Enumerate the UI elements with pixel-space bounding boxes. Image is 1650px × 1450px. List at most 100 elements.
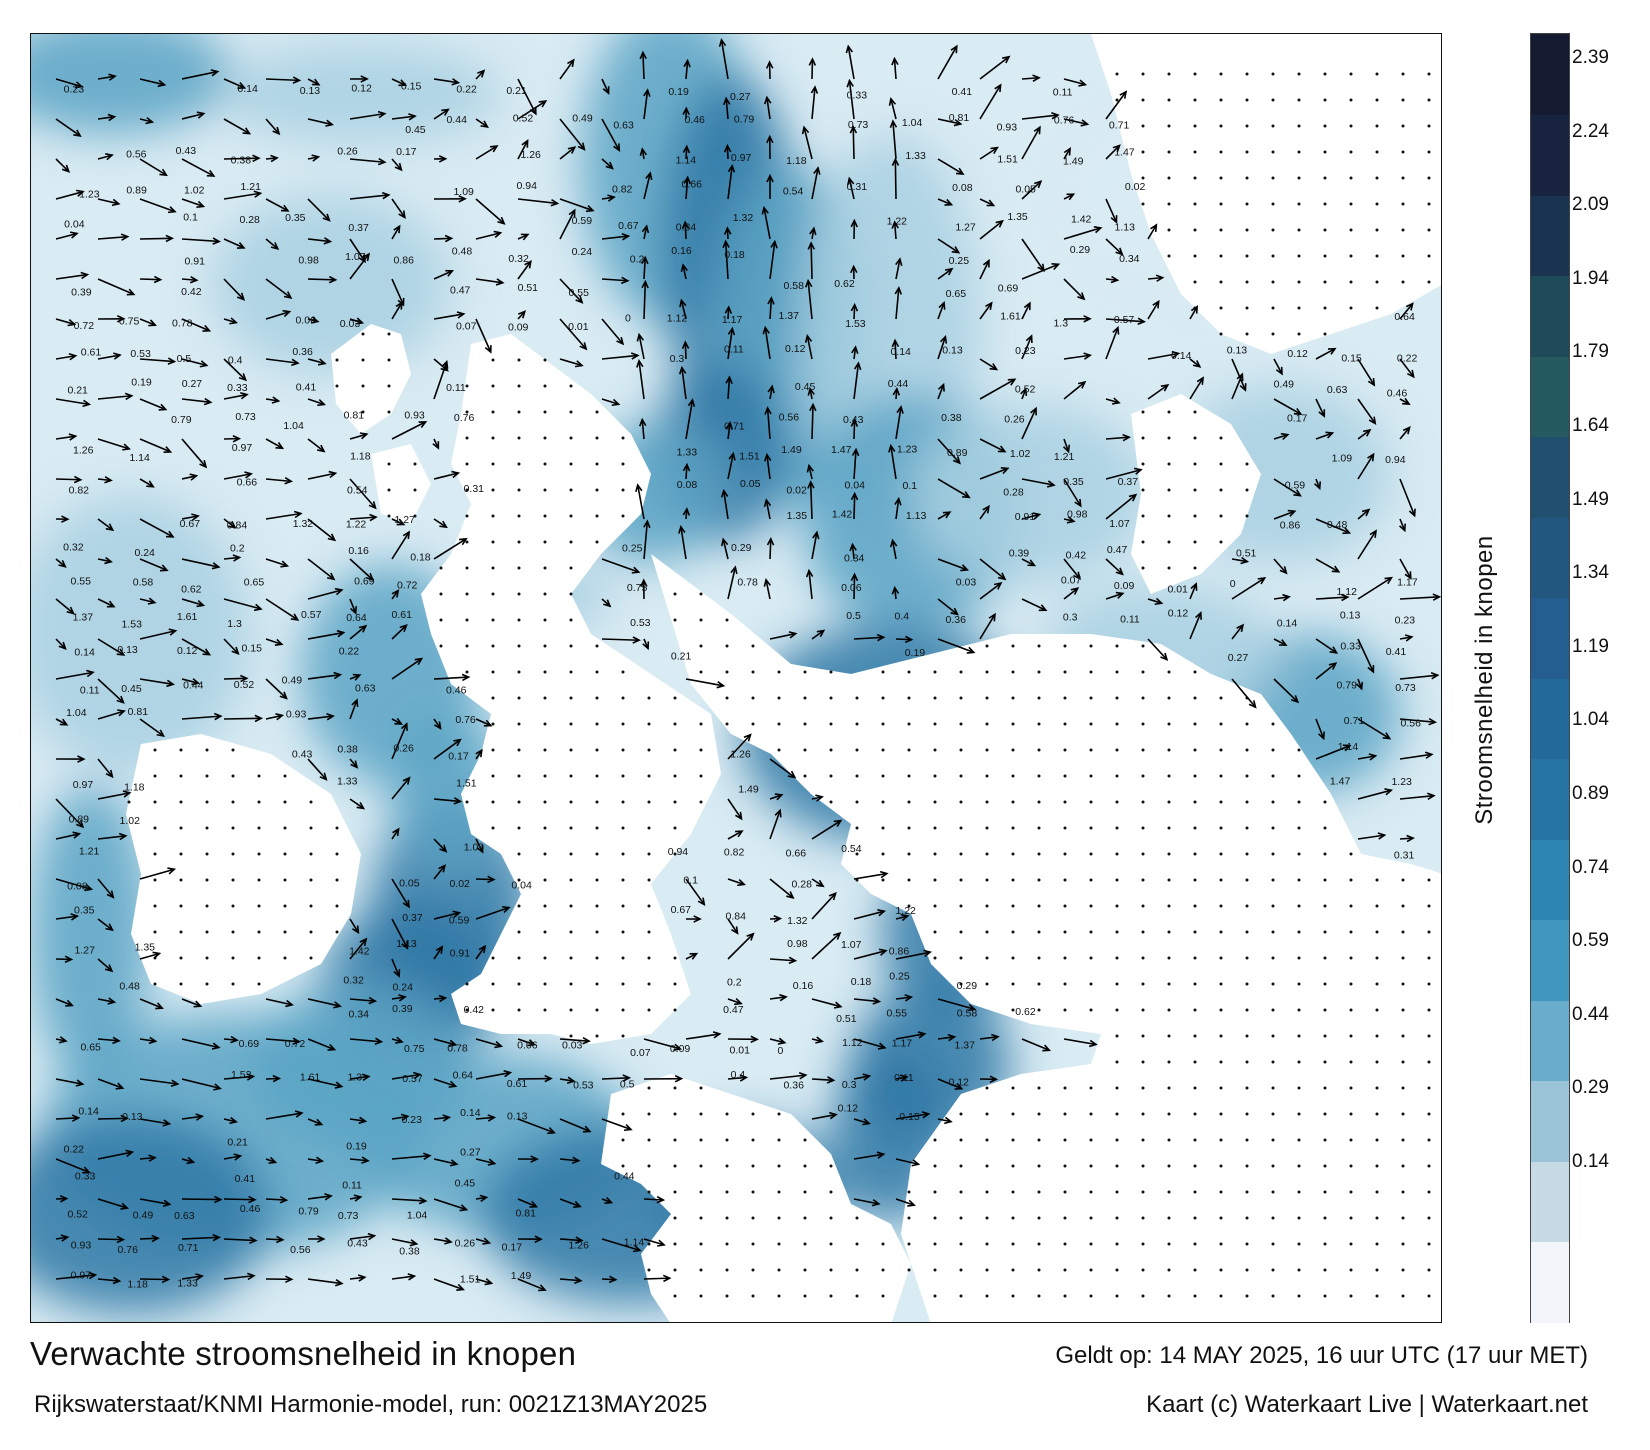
grid-dot bbox=[725, 722, 729, 726]
current-arrow-head bbox=[697, 897, 706, 907]
current-arrow bbox=[55, 1236, 68, 1240]
current-arrow-head bbox=[317, 1235, 326, 1243]
current-arrow-head bbox=[1007, 378, 1017, 386]
grid-dot bbox=[179, 748, 183, 752]
current-arrow bbox=[97, 638, 125, 656]
current-arrow-head bbox=[879, 870, 889, 879]
current-arrow-head bbox=[804, 278, 813, 288]
current-arrow-head bbox=[878, 948, 888, 956]
current-arrow bbox=[643, 172, 652, 200]
current-arrow-head bbox=[400, 1113, 410, 1122]
current-arrow-head bbox=[845, 44, 854, 54]
speed-label: 1.35 bbox=[787, 510, 808, 522]
grid-dot bbox=[491, 670, 495, 674]
current-arrow-head bbox=[118, 832, 128, 841]
current-arrow bbox=[685, 464, 688, 480]
current-arrow-head bbox=[871, 1199, 881, 1207]
grid-dot bbox=[517, 696, 521, 700]
speed-label: 0.14 bbox=[1171, 350, 1192, 362]
grid-dot bbox=[1349, 878, 1353, 882]
grid-dot bbox=[1141, 1190, 1145, 1194]
current-arrow-head bbox=[1027, 559, 1037, 567]
current-arrow bbox=[475, 198, 505, 225]
grid-dot bbox=[1245, 98, 1249, 102]
current-arrow bbox=[1105, 198, 1118, 223]
speed-label: 0.07 bbox=[630, 1047, 651, 1059]
grid-dot bbox=[205, 878, 209, 882]
grid-dot bbox=[465, 644, 469, 648]
speed-label: 0.97 bbox=[232, 442, 253, 454]
grid-dot bbox=[1349, 1138, 1353, 1142]
grid-dot bbox=[1323, 1164, 1327, 1168]
speed-label: 0.09 bbox=[508, 321, 529, 333]
speed-label: 0.08 bbox=[67, 881, 88, 893]
current-arrow-head bbox=[1020, 387, 1028, 397]
current-arrow bbox=[685, 878, 705, 906]
current-arrow-head bbox=[120, 233, 130, 241]
grid-dot bbox=[1115, 826, 1119, 830]
current-arrow bbox=[265, 118, 280, 135]
current-arrow-head bbox=[242, 127, 252, 135]
current-arrow bbox=[895, 287, 900, 320]
grid-dot bbox=[1349, 1294, 1353, 1298]
grid-dot bbox=[1219, 800, 1223, 804]
speed-label: 0.2 bbox=[230, 542, 245, 554]
current-arrow bbox=[937, 198, 952, 206]
current-arrow-head bbox=[682, 144, 691, 154]
grid-dot bbox=[881, 1294, 885, 1298]
grid-dot bbox=[1271, 124, 1275, 128]
grid-dot bbox=[1297, 748, 1301, 752]
current-arrow bbox=[685, 146, 688, 160]
current-arrow-head bbox=[68, 353, 78, 361]
current-arrow-head bbox=[575, 1236, 584, 1244]
grid-dot bbox=[1089, 1112, 1093, 1116]
grid-dot bbox=[1349, 852, 1353, 856]
current-arrow bbox=[97, 354, 121, 360]
grid-dot bbox=[985, 1268, 989, 1272]
grid-dot bbox=[491, 488, 495, 492]
speed-label: 0.03 bbox=[562, 1039, 583, 1051]
current-arrow-head bbox=[168, 628, 178, 636]
current-arrow bbox=[811, 404, 814, 440]
current-arrow bbox=[853, 949, 887, 960]
current-arrow-head bbox=[116, 315, 126, 323]
current-arrow-head bbox=[275, 442, 285, 450]
grid-dot bbox=[1323, 306, 1327, 310]
current-speed-map[interactable]: 0.23 0.14 0.13 0.12 0.15 0.22 0.21 0.19 0.27 0.33… bbox=[31, 34, 1442, 1323]
map-panel[interactable]: 0.23 0.14 0.13 0.12 0.15 0.22 0.21 0.19 0.27 0.33… bbox=[30, 33, 1442, 1323]
grid-dot bbox=[959, 1242, 963, 1246]
current-arrow bbox=[475, 838, 484, 853]
grid-dot bbox=[1375, 1216, 1379, 1220]
current-arrow bbox=[811, 1078, 834, 1082]
grid-dot bbox=[205, 982, 209, 986]
current-arrow-head bbox=[1171, 350, 1181, 359]
grid-dot bbox=[1193, 774, 1197, 778]
grid-dot bbox=[1375, 280, 1379, 284]
speed-label: 1.53 bbox=[231, 1069, 252, 1081]
colorbar bbox=[1530, 33, 1570, 1323]
grid-dot bbox=[881, 878, 885, 882]
grid-dot bbox=[1245, 878, 1249, 882]
current-arrow bbox=[181, 198, 204, 208]
grid-dot bbox=[1323, 176, 1327, 180]
current-arrow bbox=[937, 158, 964, 175]
grid-dot bbox=[387, 332, 391, 336]
current-arrow bbox=[1273, 558, 1287, 574]
current-arrow bbox=[559, 1278, 581, 1282]
current-arrow-head bbox=[951, 246, 961, 254]
grid-dot bbox=[1349, 150, 1353, 154]
current-arrow bbox=[517, 100, 547, 120]
valid-time: Geldt op: 14 MAY 2025, 16 uur UTC (17 uu… bbox=[1055, 1342, 1588, 1369]
speed-label: 0.93 bbox=[997, 122, 1018, 134]
grid-dot bbox=[1219, 904, 1223, 908]
current-arrow-head bbox=[70, 913, 80, 921]
current-arrow-head bbox=[157, 79, 167, 88]
speed-label: 0.44 bbox=[614, 1170, 635, 1182]
speed-label: 0.55 bbox=[71, 575, 92, 587]
grid-dot bbox=[751, 644, 755, 648]
current-arrow-head bbox=[575, 295, 584, 304]
grid-dot bbox=[595, 800, 599, 804]
current-arrow bbox=[937, 438, 961, 464]
current-arrow-head bbox=[153, 275, 163, 284]
grid-dot bbox=[1245, 280, 1249, 284]
